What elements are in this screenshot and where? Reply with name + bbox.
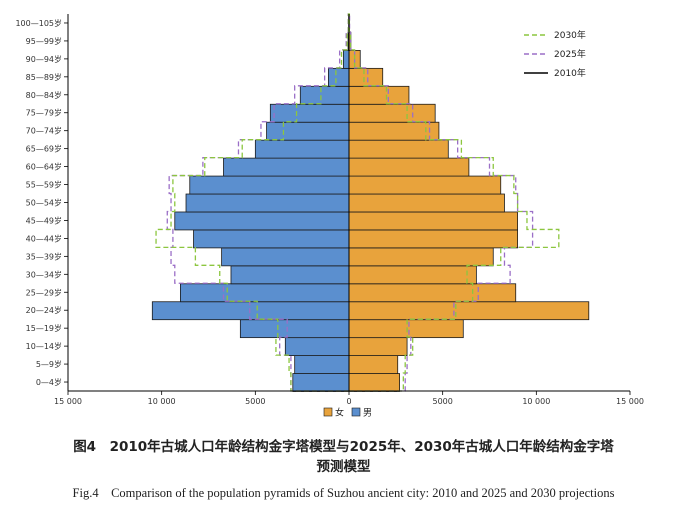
bar-female-0—4岁 <box>348 373 400 392</box>
bar-female-45—49岁 <box>348 211 519 231</box>
bar-female-30—34岁 <box>348 265 477 285</box>
y-tick-label: 40—44岁 <box>26 233 62 243</box>
bar-male-60—64岁 <box>223 157 350 177</box>
bar-female-35—39岁 <box>348 247 494 267</box>
bar-male-20—24岁 <box>151 301 350 321</box>
y-tick-label: 10—14岁 <box>26 341 62 351</box>
y-tick-label: 5—9岁 <box>36 359 62 369</box>
bar-male-80—84岁 <box>299 85 350 105</box>
bar-female-40—44岁 <box>348 229 519 249</box>
y-tick-label: 100—105岁 <box>15 18 62 28</box>
y-tick-label: 75—79岁 <box>26 108 62 118</box>
projection-outline-male-2025年 <box>166 13 349 392</box>
bar-male-70—74岁 <box>266 121 350 141</box>
legend-label-2025年: 2025年 <box>554 48 586 60</box>
bar-female-55—59岁 <box>348 175 502 195</box>
y-tick-label: 90—94岁 <box>26 54 62 64</box>
bar-male-5—9岁 <box>294 355 350 374</box>
bar-female-60—64岁 <box>348 157 470 177</box>
legend-swatch-男 <box>351 407 361 417</box>
y-tick-label: 25—29岁 <box>26 287 62 297</box>
bar-male-40—44岁 <box>193 229 350 249</box>
projection-outlines-layer <box>155 13 560 392</box>
y-tick-label: 80—84岁 <box>26 90 62 100</box>
bar-male-45—49岁 <box>174 211 350 231</box>
bottom-legend: 女男 <box>323 407 372 419</box>
legend-label-2010年: 2010年 <box>554 67 586 79</box>
x-tick-label: 5000 <box>432 397 452 406</box>
legend-bottom-label-男: 男 <box>363 408 372 419</box>
bar-male-55—59岁 <box>189 175 350 195</box>
x-tick-label: 0 <box>346 397 351 406</box>
legend-label-2030年: 2030年 <box>554 29 586 41</box>
y-tick-label: 85—89岁 <box>26 72 62 82</box>
y-tick-label: 95—99岁 <box>26 36 62 46</box>
bar-male-65—69岁 <box>254 139 350 159</box>
bar-female-65—69岁 <box>348 139 449 159</box>
bar-female-50—54岁 <box>348 193 505 213</box>
x-tick-label: 15 000 <box>616 397 644 406</box>
bar-female-85—89岁 <box>348 67 384 87</box>
caption-cn-line2: 预测模型 <box>316 459 371 475</box>
x-tick-label: 10 000 <box>148 397 176 406</box>
bar-male-90—94岁 <box>342 50 350 69</box>
y-tick-label: 65—69岁 <box>26 144 62 154</box>
population-pyramid-chart: 0—4岁 5—9岁 10—14岁 15—19岁 20—24岁 25—29岁 30—34岁 35… <box>15 13 644 419</box>
projection-outline-female-2030年_f <box>348 13 560 392</box>
bar-female-80—84岁 <box>348 85 410 105</box>
y-tick-label: 45—49岁 <box>26 215 62 225</box>
bar-female-5—9岁 <box>348 355 399 374</box>
bar-male-30—34岁 <box>230 265 350 285</box>
bar-female-20—24岁 <box>348 301 590 321</box>
y-tick-label: 35—39岁 <box>26 251 62 261</box>
bar-female-75—79岁 <box>348 103 436 123</box>
y-tick-label: 70—74岁 <box>26 126 62 136</box>
projection-outline-female-2025年 <box>348 13 534 392</box>
x-tick-label: 10 000 <box>522 397 550 406</box>
y-tick-label: 55—59岁 <box>26 180 62 190</box>
legend-bottom-label-女: 女 <box>335 407 344 419</box>
caption-cn-line1: 图4 2010年古城人口年龄结构金字塔模型与2025年、2030年古城人口年龄结… <box>73 439 614 455</box>
x-tick-label: 15 000 <box>54 397 82 406</box>
bar-male-50—54岁 <box>185 193 350 213</box>
y-tick-label: 50—54岁 <box>26 198 62 208</box>
y-tick-label: 20—24岁 <box>26 305 62 315</box>
bar-female-15—19岁 <box>348 319 464 339</box>
bar-male-35—39岁 <box>221 247 350 267</box>
projection-outline-male-2030年 <box>155 13 350 392</box>
bar-male-75—79岁 <box>269 103 350 123</box>
x-tick-label: 5000 <box>245 397 265 406</box>
bar-female-10—14岁 <box>348 337 408 356</box>
bar-male-25—29岁 <box>179 283 350 303</box>
legend-swatch-女 <box>323 407 333 417</box>
axes-layer: 0—4岁 5—9岁 10—14岁 15—19岁 20—24岁 25—29岁 30—34岁 35… <box>15 14 644 406</box>
bars-layer <box>151 14 590 392</box>
bar-male-15—19岁 <box>239 319 350 339</box>
bar-male-10—14岁 <box>284 337 350 356</box>
y-tick-label: 60—64岁 <box>26 162 62 172</box>
bar-male-85—89岁 <box>327 67 350 87</box>
figure-caption-cn: 图4 2010年古城人口年龄结构金字塔模型与2025年、2030年古城人口年龄结… <box>0 437 687 477</box>
bar-male-0—4岁 <box>292 373 350 392</box>
bar-female-25—29岁 <box>348 283 517 303</box>
y-tick-label: 15—19岁 <box>26 323 62 333</box>
legend: 2030年 2025年 2010年 <box>524 29 586 79</box>
y-tick-label: 30—34岁 <box>26 269 62 279</box>
y-tick-label: 0—4岁 <box>36 377 62 387</box>
figure-caption-en: Fig.4 Comparison of the population pyram… <box>72 486 615 500</box>
